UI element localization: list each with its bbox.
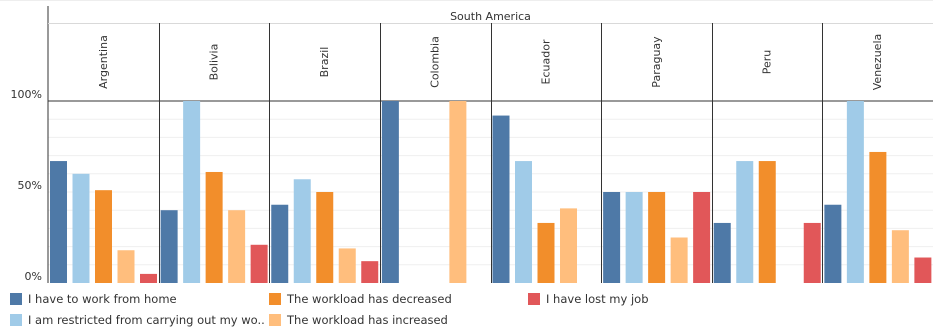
bar xyxy=(381,101,399,283)
category-label: Bolivia xyxy=(207,44,220,81)
bar xyxy=(736,161,754,283)
bar xyxy=(449,101,467,283)
bar xyxy=(648,192,666,283)
bar xyxy=(515,161,532,283)
bar xyxy=(914,257,932,283)
category-label: Brazil xyxy=(318,47,331,78)
category-label: Colombia xyxy=(429,36,442,88)
bar xyxy=(537,222,555,283)
legend-swatch xyxy=(269,293,281,305)
bar xyxy=(160,210,178,283)
legend-swatch xyxy=(10,314,22,326)
legend-label: The workload has increased xyxy=(287,313,448,327)
bar xyxy=(758,161,776,283)
bar xyxy=(271,204,289,283)
legend-label: The workload has decreased xyxy=(287,292,452,306)
bar xyxy=(117,250,135,283)
bar xyxy=(625,192,643,283)
category-label: Ecuador xyxy=(539,39,552,84)
category-label: Paraguay xyxy=(650,36,663,88)
bar xyxy=(338,248,356,283)
bar xyxy=(869,151,887,283)
bar xyxy=(293,179,311,283)
legend-item-restricted[interactable]: I am restricted from carrying out my wo.… xyxy=(10,313,265,327)
bar xyxy=(50,161,67,283)
bar xyxy=(316,192,334,283)
legend-swatch xyxy=(10,293,22,305)
bar xyxy=(205,171,223,283)
bar xyxy=(492,115,510,283)
legend-label: I have to work from home xyxy=(28,292,177,306)
legend-swatch xyxy=(269,314,281,326)
bar xyxy=(603,192,621,283)
bar xyxy=(140,273,157,283)
bar xyxy=(803,222,821,283)
bar xyxy=(713,222,731,283)
bar xyxy=(693,192,711,283)
bar xyxy=(183,101,201,283)
category-label: Peru xyxy=(761,50,774,75)
y-tick-label: 0% xyxy=(25,270,42,283)
legend-item-lost-job[interactable]: I have lost my job xyxy=(528,292,649,306)
bar xyxy=(891,230,909,283)
bar xyxy=(824,204,842,283)
legend-item-work-from-home[interactable]: I have to work from home xyxy=(10,292,177,306)
bar xyxy=(250,244,268,283)
group-title: South America xyxy=(450,10,531,23)
y-tick-label: 50% xyxy=(18,179,42,192)
y-tick-label: 100% xyxy=(11,88,42,101)
legend-swatch xyxy=(528,293,540,305)
category-label: Argentina xyxy=(97,35,110,89)
bar xyxy=(361,261,379,283)
bar xyxy=(846,101,864,283)
legend-item-workload-increased[interactable]: The workload has increased xyxy=(269,313,448,327)
legend-label: I am restricted from carrying out my wo.… xyxy=(28,313,265,327)
bar xyxy=(670,237,688,283)
legend-label: I have lost my job xyxy=(546,292,649,306)
bar xyxy=(560,208,577,283)
legend-item-workload-decreased[interactable]: The workload has decreased xyxy=(269,292,452,306)
bar xyxy=(72,173,90,283)
bar xyxy=(228,210,246,283)
category-label: Venezuela xyxy=(871,34,884,91)
bar xyxy=(95,190,112,283)
